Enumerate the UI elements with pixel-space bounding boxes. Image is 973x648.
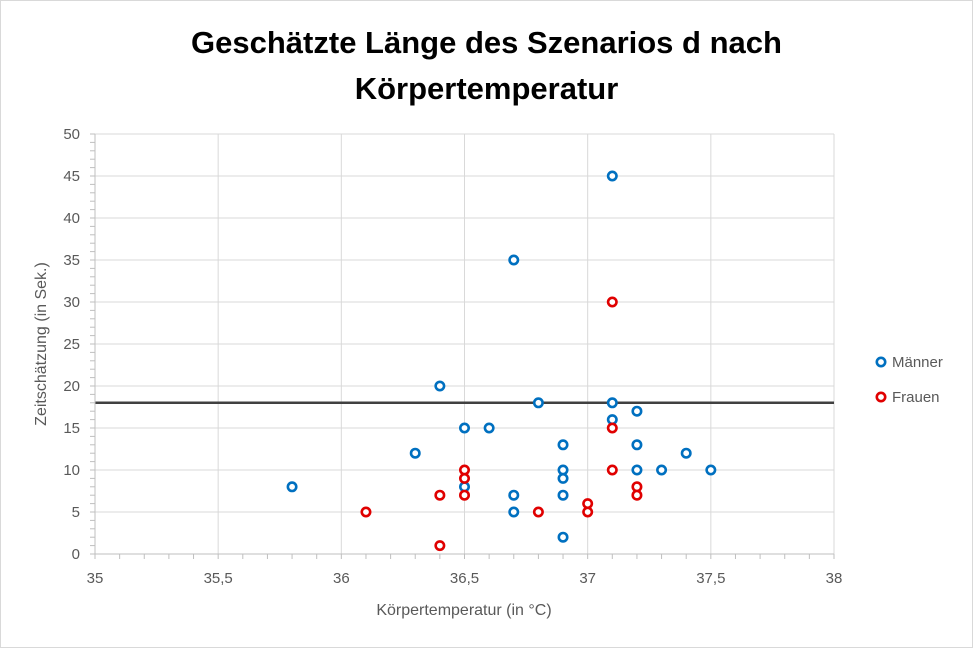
- y-tick-label: 10: [63, 462, 80, 479]
- data-point-series-0: [631, 439, 643, 451]
- data-point-series-0: [458, 422, 470, 434]
- chart-title-line-1: Geschätzte Länge des Szenarios d nach: [191, 25, 782, 60]
- data-point-series-1: [458, 489, 470, 501]
- data-point-series-0: [286, 481, 298, 493]
- x-tick-label: 37: [579, 570, 596, 587]
- data-point-series-0: [409, 447, 421, 459]
- data-point-series-0: [557, 531, 569, 543]
- data-point-series-0: [557, 472, 569, 484]
- data-point-series-1: [631, 489, 643, 501]
- data-point-series-0: [508, 506, 520, 518]
- y-tick-label: 35: [63, 252, 80, 269]
- x-axis-title: Körpertemperatur (in °C): [376, 602, 551, 619]
- data-point-series-0: [483, 422, 495, 434]
- data-point-series-1: [582, 506, 594, 518]
- data-point-series-1: [606, 296, 618, 308]
- data-point-series-0: [508, 254, 520, 266]
- y-tick-label: 45: [63, 168, 80, 185]
- legend-label-series-0: Männer: [892, 354, 943, 371]
- y-axis-title: Zeitschätzung (in Sek.): [33, 262, 50, 426]
- data-point-series-1: [458, 472, 470, 484]
- legend: Männer Frauen: [875, 354, 943, 406]
- data-point-series-0: [557, 489, 569, 501]
- y-tick-label: 0: [72, 546, 80, 563]
- data-point-series-0: [434, 380, 446, 392]
- x-tick-label: 35,5: [204, 570, 233, 587]
- data-points: [286, 170, 717, 552]
- x-tick-label: 37,5: [696, 570, 725, 587]
- legend-marker-series-0: [875, 356, 887, 368]
- axes: [90, 133, 835, 559]
- y-tick-label: 15: [63, 420, 80, 437]
- legend-label-series-1: Frauen: [892, 389, 940, 406]
- x-tick-labels: 35 35,5 36 36,5 37 37,5 38: [87, 570, 843, 587]
- data-point-series-0: [557, 439, 569, 451]
- legend-marker-series-1: [875, 391, 887, 403]
- data-point-series-0: [606, 397, 618, 409]
- x-tick-label: 36: [333, 570, 350, 587]
- data-point-series-1: [434, 540, 446, 552]
- y-tick-label: 5: [72, 504, 80, 521]
- y-tick-label: 25: [63, 336, 80, 353]
- data-point-series-0: [508, 489, 520, 501]
- y-tick-label: 50: [63, 126, 80, 143]
- data-point-series-0: [680, 447, 692, 459]
- data-point-series-1: [434, 489, 446, 501]
- y-tick-labels: 0 5 10 15 20 25 30 35 40 45 50: [63, 126, 80, 563]
- data-point-series-0: [631, 464, 643, 476]
- data-point-series-1: [606, 422, 618, 434]
- data-point-series-1: [606, 464, 618, 476]
- x-tick-label: 36,5: [450, 570, 479, 587]
- x-tick-label: 38: [826, 570, 843, 587]
- data-point-series-0: [705, 464, 717, 476]
- data-point-series-0: [631, 405, 643, 417]
- y-tick-label: 30: [63, 294, 80, 311]
- y-tick-label: 20: [63, 378, 80, 395]
- data-point-series-0: [606, 170, 618, 182]
- y-tick-label: 40: [63, 210, 80, 227]
- x-tick-label: 35: [87, 570, 104, 587]
- data-point-series-0: [532, 397, 544, 409]
- data-point-series-1: [360, 506, 372, 518]
- chart-title-line-2: Körpertemperatur: [354, 71, 619, 106]
- data-point-series-0: [656, 464, 668, 476]
- data-point-series-1: [532, 506, 544, 518]
- chart-title: Geschätzte Länge des Szenarios d nach Kö…: [0, 20, 973, 112]
